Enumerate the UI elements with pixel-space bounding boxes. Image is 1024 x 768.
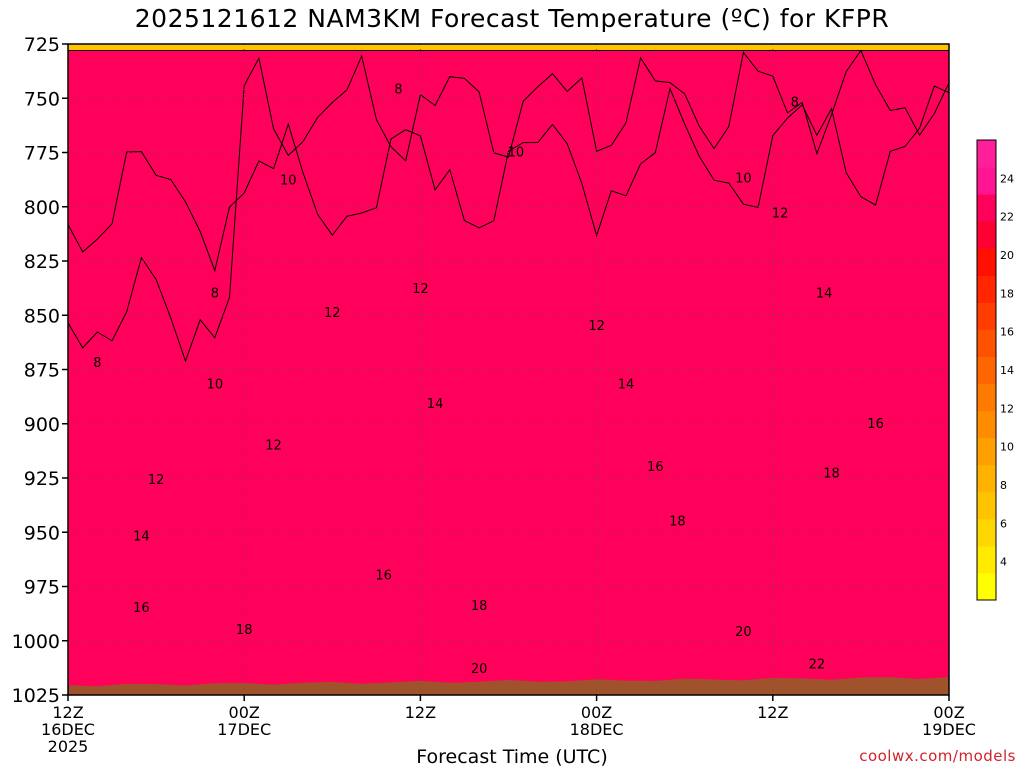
contour-label: 16 [867,417,884,432]
x-axis-title: Forecast Time (UTC) [416,746,608,768]
colorbar-swatch [977,572,996,601]
colorbar-label: 4 [1000,556,1007,569]
colorbar-label: 22 [1000,211,1014,224]
chart-title: 2025121612 NAM3KM Forecast Temperature (… [134,4,890,33]
contour-label: 10 [207,378,224,393]
y-tick-label: 775 [24,143,60,165]
colorbar-swatch [977,248,996,276]
y-tick-label: 1000 [12,631,60,653]
y-tick-label: 900 [24,414,60,436]
band-22 [68,50,949,695]
credit-link[interactable]: coolwx.com/models [859,747,1016,765]
contour-label: 10 [735,172,752,187]
colorbar-swatch [977,518,996,547]
contour-label: 18 [236,623,253,638]
contour-label: 12 [772,206,789,221]
colorbar-label: 10 [1000,441,1014,454]
x-tick-label: 19DEC [922,720,976,739]
x-tick-label: 2025 [48,737,89,756]
x-tick-label: 00Z [581,703,612,722]
contour-label: 14 [618,378,635,393]
colorbar-swatch [977,194,996,222]
y-tick-label: 800 [24,197,60,219]
x-tick-label: 12Z [405,703,436,722]
x-tick-label: 17DEC [217,720,271,739]
colorbar-swatch [977,383,996,412]
contour-label: 14 [816,287,833,302]
contour-label: 12 [148,473,165,488]
contour-label: 14 [427,397,444,412]
contour-lines [68,49,949,363]
ground-layer [68,677,949,695]
contour-label: 14 [133,530,150,545]
contour-label: 12 [588,319,605,334]
contour-label: 10 [508,146,525,161]
contour-label: 10 [280,174,297,189]
colorbar-label: 20 [1000,249,1014,262]
colorbar-swatch [977,275,996,303]
colorbar-swatch [977,410,996,439]
temperature-bands [68,44,949,695]
colorbar-label: 8 [1000,479,1007,492]
colorbar-swatch [977,329,996,357]
contour-10 [68,85,949,273]
colorbar-label: 24 [1000,172,1014,185]
colorbar-label: 18 [1000,287,1014,300]
contour-label: 12 [324,306,341,321]
colorbar-swatch [977,221,996,249]
contour-label: 18 [669,514,686,529]
y-tick-label: 1025 [12,685,60,707]
contour-label: 22 [809,658,826,673]
x-tick-label: 12Z [52,703,83,722]
contour-label: 8 [93,356,101,371]
colorbar-swatch [977,491,996,520]
colorbar-swatch [977,545,996,574]
y-tick-label: 750 [24,88,60,110]
colorbar-swatch [977,437,996,466]
y-tick-label: 875 [24,360,60,382]
y-tick-label: 725 [24,34,60,56]
colorbar-swatch [977,302,996,330]
colorbar: 4 6 8 10 12 14 16 18 20 22 24 [976,139,1014,601]
y-tick-label: 975 [24,577,60,599]
contour-labels: 8 8 8 8 10 10 10 10 12 12 12 12 12 12 14 14 14 14 16 16 16 16… [93,83,884,677]
contour-label: 20 [735,625,752,640]
y-axis: 725 750 775 800 825 850 875 900 925 950 975 1000 102… [12,34,68,707]
colorbar-label: 6 [1000,517,1007,530]
contour-label: 8 [394,83,402,98]
contour-label: 16 [647,460,664,475]
contour-label: 20 [471,662,488,677]
colorbar-swatch [977,464,996,493]
contour-label: 16 [375,569,392,584]
colorbar-label: 14 [1000,364,1014,377]
contour-label: 8 [791,96,799,111]
colorbar-swatch [977,356,996,385]
y-tick-label: 950 [24,522,60,544]
contour-label: 18 [823,467,840,482]
colorbar-label: 16 [1000,326,1014,339]
ground-fill [68,677,949,695]
contour-label: 8 [211,287,219,302]
contour-label: 12 [265,438,282,453]
x-tick-label: 12Z [757,703,788,722]
y-tick-label: 925 [24,468,60,490]
x-tick-label: 00Z [229,703,260,722]
contour-label: 12 [412,282,429,297]
contour-label: 16 [133,601,150,616]
colorbar-swatch [977,140,996,168]
colorbar-frame [976,139,997,601]
contour-8 [68,49,949,363]
y-tick-label: 850 [24,305,60,327]
x-tick-label: 16DEC [41,720,95,739]
colorbar-label: 12 [1000,402,1014,415]
x-tick-label: 18DEC [570,720,624,739]
colorbar-swatch [977,167,996,195]
x-tick-label: 00Z [933,703,964,722]
y-tick-label: 825 [24,251,60,273]
contour-label: 18 [471,599,488,614]
